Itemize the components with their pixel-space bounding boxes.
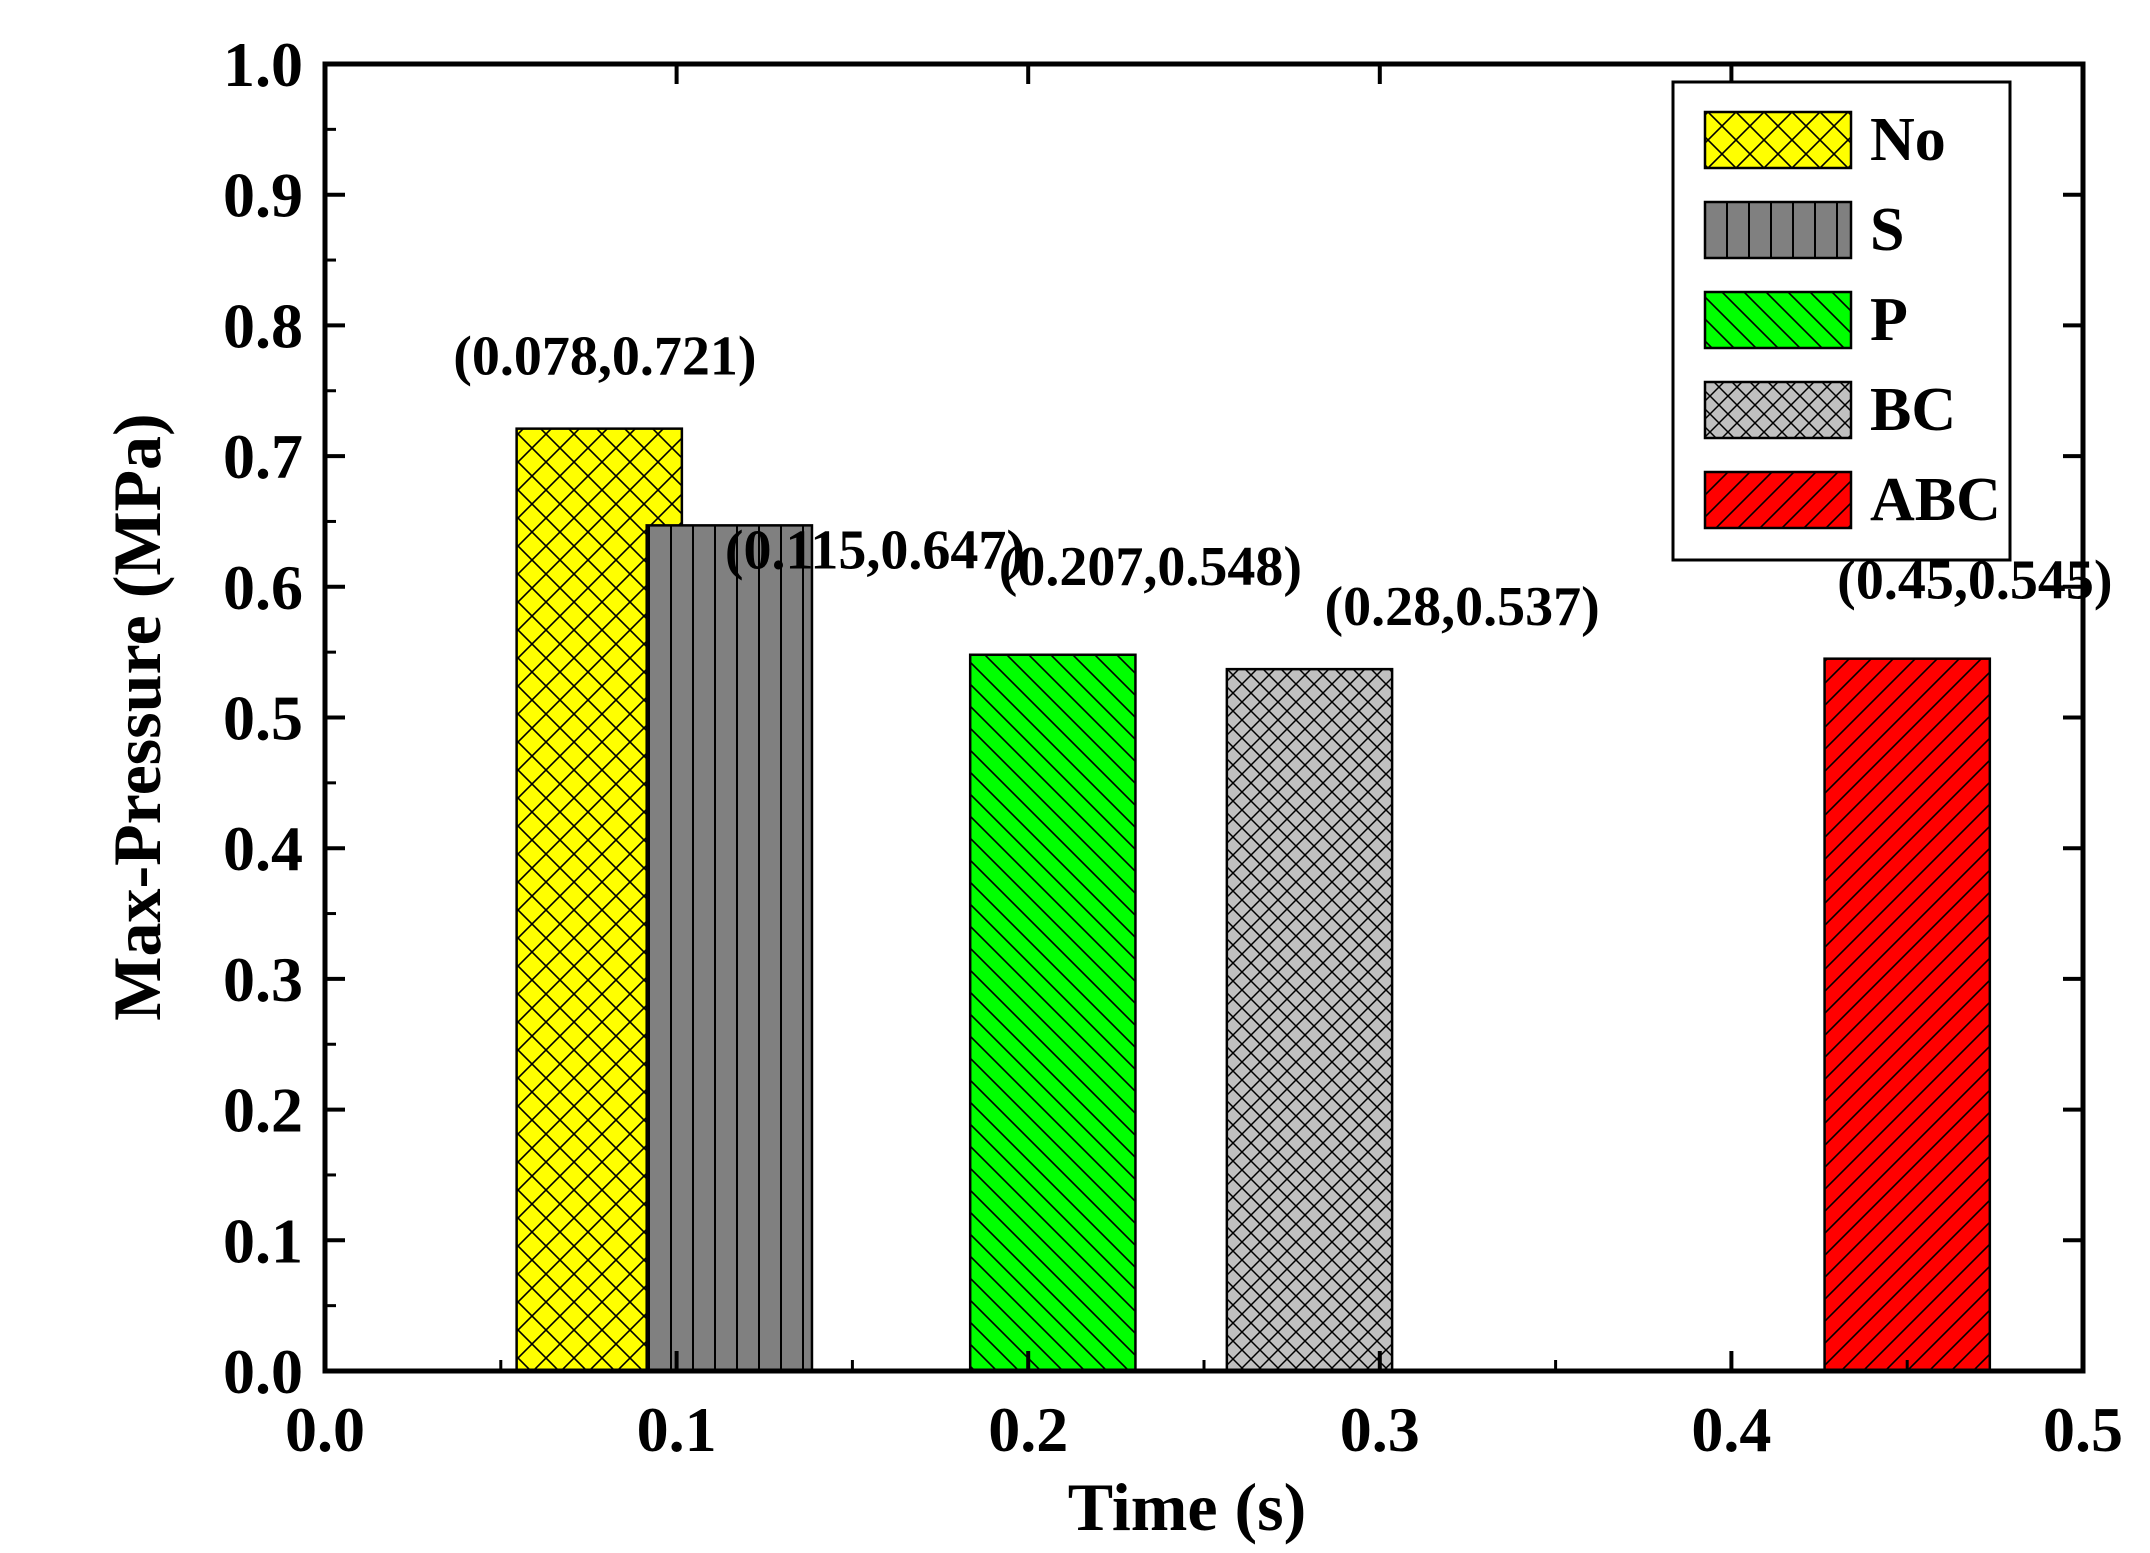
legend-label-bc: BC [1870,376,1956,444]
y-axis-label: Max-Pressure (MPa) [99,413,175,1020]
legend: No SP BC ABC [1671,80,2012,562]
bar-abc-hatch [1823,657,1992,1373]
y-tick-label: 0.3 [223,944,303,1015]
x-tick-label: 0.3 [1340,1394,1420,1465]
x-tick-label: 0.1 [637,1394,717,1465]
y-tick-label: 0.9 [223,160,303,231]
x-tick-label: 0.5 [2043,1394,2123,1465]
x-tick-label: 0.4 [1691,1394,1771,1465]
bar-bc-hatch [1225,667,1394,1373]
legend-swatch-hatch-abc [1703,470,1853,530]
legend-swatch-hatch-p [1703,290,1853,350]
legend-label-no: No [1870,106,1946,174]
y-tick-label: 1.0 [223,29,303,100]
y-tick-label: 0.6 [223,552,303,623]
legend-swatch-hatch-bc [1703,380,1853,440]
data-label-s: (0.115,0.647) [725,519,1025,581]
y-tick-label: 0.4 [223,813,303,884]
y-tick-label: 0.5 [223,683,303,754]
data-label-no: (0.078,0.721) [453,326,756,388]
data-label-p: (0.207,0.548) [999,536,1302,598]
y-tick-label: 0.2 [223,1075,303,1146]
bar-s-hatch [645,524,814,1373]
legend-label-p: P [1870,286,1908,354]
y-tick-label: 0.7 [223,421,303,492]
x-axis-label: Time (s) [1068,1469,1307,1545]
legend-swatch-hatch-s [1703,200,1853,260]
legend-swatch-hatch-no [1703,110,1853,170]
y-tick-label: 0.8 [223,290,303,361]
x-tick-label: 0.0 [285,1394,365,1465]
y-tick-label: 0.0 [223,1336,303,1407]
legend-label-abc: ABC [1870,466,2001,534]
bar-p-hatch [968,653,1137,1373]
y-tick-label: 0.1 [223,1205,303,1276]
x-tick-label: 0.2 [988,1394,1068,1465]
legend-label-s: S [1870,196,1904,264]
data-label-bc: (0.28,0.537) [1324,576,1599,638]
